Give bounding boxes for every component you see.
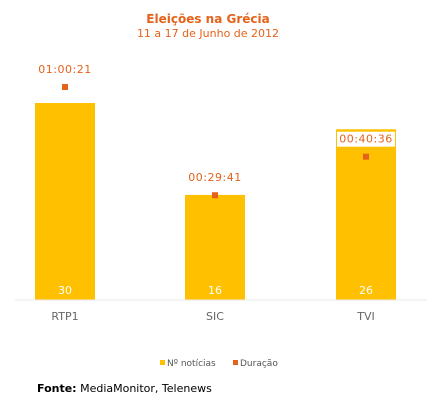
chart-subtitle: 11 a 17 de Junho de 2012	[137, 27, 279, 40]
legend-swatch-noticias	[160, 360, 165, 365]
duration-marker-tvi	[363, 153, 369, 160]
chart-title: Eleições na Grécia	[146, 12, 269, 26]
source-note: Fonte: MediaMonitor, Telenews	[37, 382, 212, 395]
duration-label-tvi: 00:40:36	[339, 133, 392, 146]
markers-group: 01:00:21 00:29:41 00:40:36	[38, 63, 395, 199]
source-label: Fonte:	[37, 382, 77, 395]
legend: Nº notícias Duração	[160, 359, 278, 369]
legend-label-duracao: Duração	[240, 359, 278, 369]
source-text: MediaMonitor, Telenews	[80, 382, 212, 395]
bar-value-rtp1: 30	[58, 284, 72, 297]
category-label-tvi: TVI	[356, 310, 375, 323]
category-label-rtp1: RTP1	[51, 310, 78, 323]
bars-group	[35, 103, 396, 300]
duration-marker-sic	[212, 192, 218, 199]
bar-value-tvi: 26	[359, 284, 373, 297]
bar-sic	[185, 194, 245, 300]
legend-swatch-duracao	[233, 360, 238, 365]
legend-label-noticias: Nº notícias	[167, 359, 216, 369]
duration-label-box-tvi	[337, 131, 395, 147]
duration-marker-rtp1	[62, 84, 68, 90]
bar-rtp1	[35, 103, 95, 300]
duration-label-rtp1: 01:00:21	[38, 63, 91, 76]
labels-group: 30 RTP1 16 SIC 26 TVI	[51, 284, 374, 323]
duration-label-sic: 00:29:41	[188, 171, 241, 184]
bar-value-sic: 16	[208, 284, 222, 297]
category-label-sic: SIC	[206, 310, 224, 323]
